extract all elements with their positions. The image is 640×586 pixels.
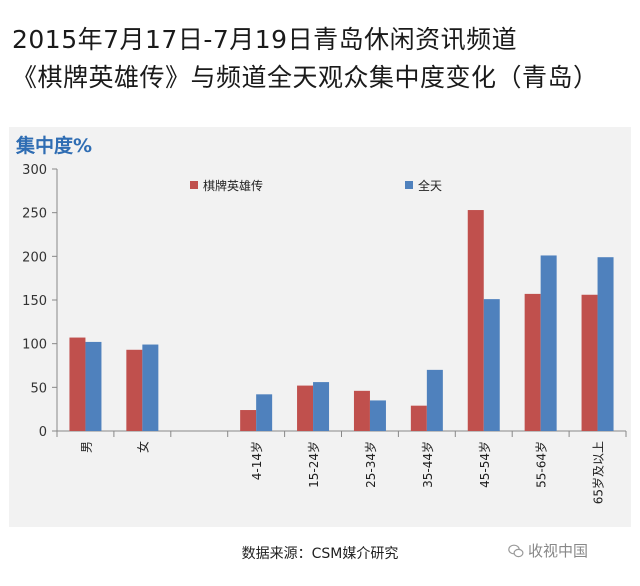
x-tick-label: 15-24岁 [306, 441, 321, 488]
bar-show [524, 293, 541, 431]
legend-swatch [190, 181, 198, 189]
y-tick-label: 100 [22, 338, 47, 353]
data-source: 数据来源：CSM媒介研究 [241, 546, 399, 562]
x-tick-label: 35-44岁 [420, 441, 435, 488]
x-tick-label: 25-34岁 [363, 441, 378, 488]
bar-show [467, 210, 484, 431]
bar-allday [426, 369, 443, 431]
wechat-icon [508, 544, 524, 557]
x-tick-label: 4-14岁 [249, 441, 264, 480]
bar-allday [540, 255, 557, 431]
legend-label: 全天 [418, 178, 442, 193]
x-tick-label: 65岁及以上 [591, 441, 606, 504]
bar-allday [597, 257, 614, 431]
x-tick-label: 女 [135, 441, 150, 453]
x-tick-label: 男 [79, 441, 93, 453]
bar-allday [313, 382, 330, 431]
title-line-2: 《棋牌英雄传》与频道全天观众集中度变化（青岛） [12, 63, 599, 92]
bar-show [410, 405, 427, 431]
bar-show [297, 385, 314, 431]
bar-allday [369, 400, 386, 431]
bar-show [353, 390, 370, 431]
bar-show [69, 337, 86, 431]
y-tick-label: 150 [22, 294, 47, 309]
y-tick-label: 50 [30, 381, 47, 396]
watermark: 收视中国 [508, 540, 588, 561]
bar-show [240, 410, 257, 431]
bar-allday [85, 341, 102, 431]
y-tick-label: 250 [22, 207, 47, 222]
legend-swatch [405, 181, 413, 189]
bar-show [581, 294, 598, 431]
y-tick-label: 0 [39, 425, 47, 440]
title-line-1: 2015年7月17日-7月19日青岛休闲资讯频道 [12, 25, 518, 54]
watermark-text: 收视中国 [528, 542, 589, 560]
bar-allday [483, 299, 500, 431]
bar-show [126, 349, 143, 431]
bar-allday [142, 344, 159, 431]
bar-allday [256, 394, 273, 431]
x-tick-label: 55-64岁 [534, 441, 549, 488]
y-tick-label: 200 [22, 250, 47, 265]
y-tick-label: 300 [22, 163, 47, 178]
x-tick-label: 45-54岁 [477, 441, 492, 488]
legend-label: 棋牌英雄传 [203, 178, 263, 193]
y-axis-title: 集中度% [16, 135, 93, 157]
